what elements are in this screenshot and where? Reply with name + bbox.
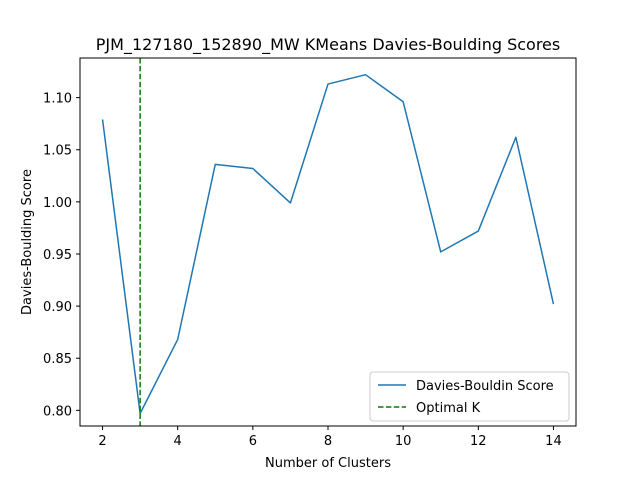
x-tick-label: 6 bbox=[249, 434, 257, 449]
x-tick-label: 8 bbox=[324, 434, 332, 449]
y-tick-label: 0.90 bbox=[43, 300, 72, 315]
x-tick-label: 14 bbox=[545, 434, 562, 449]
x-axis-label: Number of Clusters bbox=[265, 456, 391, 471]
x-axis: 2 4 6 8 10 12 14 bbox=[98, 426, 562, 449]
y-tick-label: 0.95 bbox=[43, 248, 72, 263]
y-tick-label: 0.80 bbox=[43, 404, 72, 419]
y-tick-label: 1.10 bbox=[43, 92, 72, 107]
x-tick-label: 12 bbox=[470, 434, 487, 449]
legend: Davies-Bouldin Score Optimal K bbox=[369, 371, 570, 422]
legend-box bbox=[369, 371, 570, 422]
x-tick-label: 4 bbox=[174, 434, 182, 449]
y-axis: 0.80 0.85 0.90 0.95 1.00 1.05 1.10 bbox=[43, 92, 80, 419]
series-line-0 bbox=[101, 73, 555, 415]
y-tick-label: 1.00 bbox=[43, 196, 72, 211]
x-tick-label: 2 bbox=[98, 434, 106, 449]
chart-title: PJM_127180_152890_MW KMeans Davies-Bould… bbox=[96, 35, 560, 55]
x-tick-label: 10 bbox=[395, 434, 412, 449]
y-axis-label: Davies-Boulding Score bbox=[20, 169, 35, 315]
legend-label-optimal-k: Optimal K bbox=[416, 401, 481, 416]
plot-area bbox=[101, 58, 555, 426]
legend-label-davies-bouldin: Davies-Bouldin Score bbox=[416, 379, 554, 394]
y-tick-label: 1.05 bbox=[43, 144, 72, 159]
y-tick-label: 0.85 bbox=[43, 352, 72, 367]
